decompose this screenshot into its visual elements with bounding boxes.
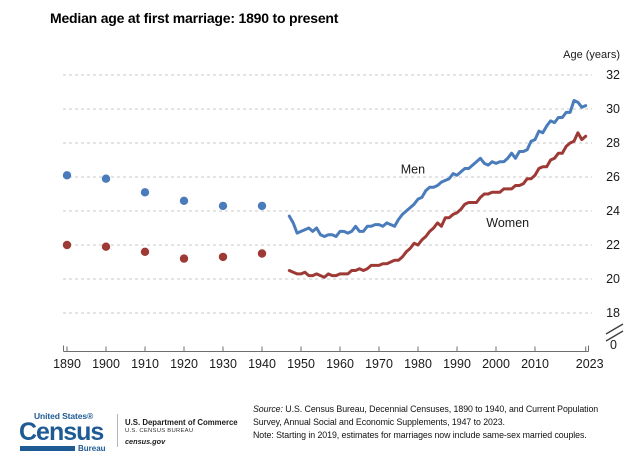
x-tick-label-1940: 1940 xyxy=(248,357,276,371)
census-logo: United States® Census Bureau xyxy=(19,412,106,453)
x-tick-label-1910: 1910 xyxy=(131,357,159,371)
women-point-1900 xyxy=(101,242,111,251)
y-tick-label-22: 22 xyxy=(606,238,620,252)
women-point-1890 xyxy=(62,240,72,250)
women-line xyxy=(287,131,588,279)
x-tick-label-1900: 1900 xyxy=(92,357,120,371)
x-tick-label-1920: 1920 xyxy=(170,357,198,371)
median-age-line-chart: 1890 1900 1910 1920 1930 1940 1950 1960 1970 1980… xyxy=(53,49,624,371)
source-note-block: Source: U.S. Census Bureau, Decennial Ce… xyxy=(253,403,598,441)
x-tick-label-1930: 1930 xyxy=(209,357,237,371)
men-point-1940 xyxy=(257,201,267,211)
department-of-commerce-label: U.S. Department of Commerce xyxy=(125,418,238,427)
census-logo-bureau: Bureau xyxy=(78,443,106,453)
series-label-men: Men xyxy=(401,163,425,177)
y-tick-label-26: 26 xyxy=(606,170,620,184)
footer-divider xyxy=(117,414,118,447)
x-tick-label-1990: 1990 xyxy=(443,357,471,371)
y-tick-label-24: 24 xyxy=(606,204,620,218)
y-axis-title: Age (years) xyxy=(563,49,620,61)
men-line xyxy=(287,99,588,238)
x-tick-label-1970: 1970 xyxy=(365,357,393,371)
source-line-2: Survey, Annual Social and Economic Suppl… xyxy=(253,416,505,427)
axis-break-slash-1 xyxy=(605,330,624,342)
women-point-1930 xyxy=(218,252,228,262)
x-tick-label-1950: 1950 xyxy=(287,357,315,371)
y-tick-label-18: 18 xyxy=(606,306,620,320)
department-block: U.S. Department of Commerce U.S. CENSUS … xyxy=(125,419,238,445)
y-zero-label: 0 xyxy=(610,338,617,352)
series-label-women: Women xyxy=(486,216,529,230)
y-tick-label-30: 30 xyxy=(606,102,620,116)
x-tick-label-2000: 2000 xyxy=(482,357,510,371)
axis-break-slash-2 xyxy=(605,323,624,335)
y-tick-label-20: 20 xyxy=(606,272,620,286)
men-point-1900 xyxy=(101,174,111,183)
note-line: Note: Starting in 2019, estimates for ma… xyxy=(253,429,587,440)
men-point-1890 xyxy=(62,171,72,180)
chart-title: Median age at first marriage: 1890 to pr… xyxy=(50,10,339,26)
x-tick-label-1890: 1890 xyxy=(53,357,81,371)
census-logo-wordmark: Census xyxy=(19,417,104,446)
y-tick-label-32: 32 xyxy=(606,68,620,82)
source-line-1: Source: U.S. Census Bureau, Decennial Ce… xyxy=(253,404,599,414)
census-bureau-label: U.S. CENSUS BUREAU xyxy=(125,428,194,435)
y-tick-label-28: 28 xyxy=(606,136,620,150)
men-point-1930 xyxy=(218,201,228,211)
x-tick-label-1960: 1960 xyxy=(326,357,354,371)
census-logo-united-states: United States® xyxy=(34,411,94,421)
census-gov-link[interactable]: census.gov xyxy=(125,436,166,446)
x-tick-label-2010: 2010 xyxy=(521,357,549,371)
women-point-1940 xyxy=(257,249,267,258)
women-point-1920 xyxy=(179,254,189,263)
women-point-1910 xyxy=(140,247,150,256)
x-tick-label-2023: 2023 xyxy=(576,357,604,371)
census-logo-bar xyxy=(20,446,75,451)
x-tick-label-1980: 1980 xyxy=(404,357,432,371)
men-point-1920 xyxy=(179,196,189,205)
men-point-1910 xyxy=(140,188,150,197)
